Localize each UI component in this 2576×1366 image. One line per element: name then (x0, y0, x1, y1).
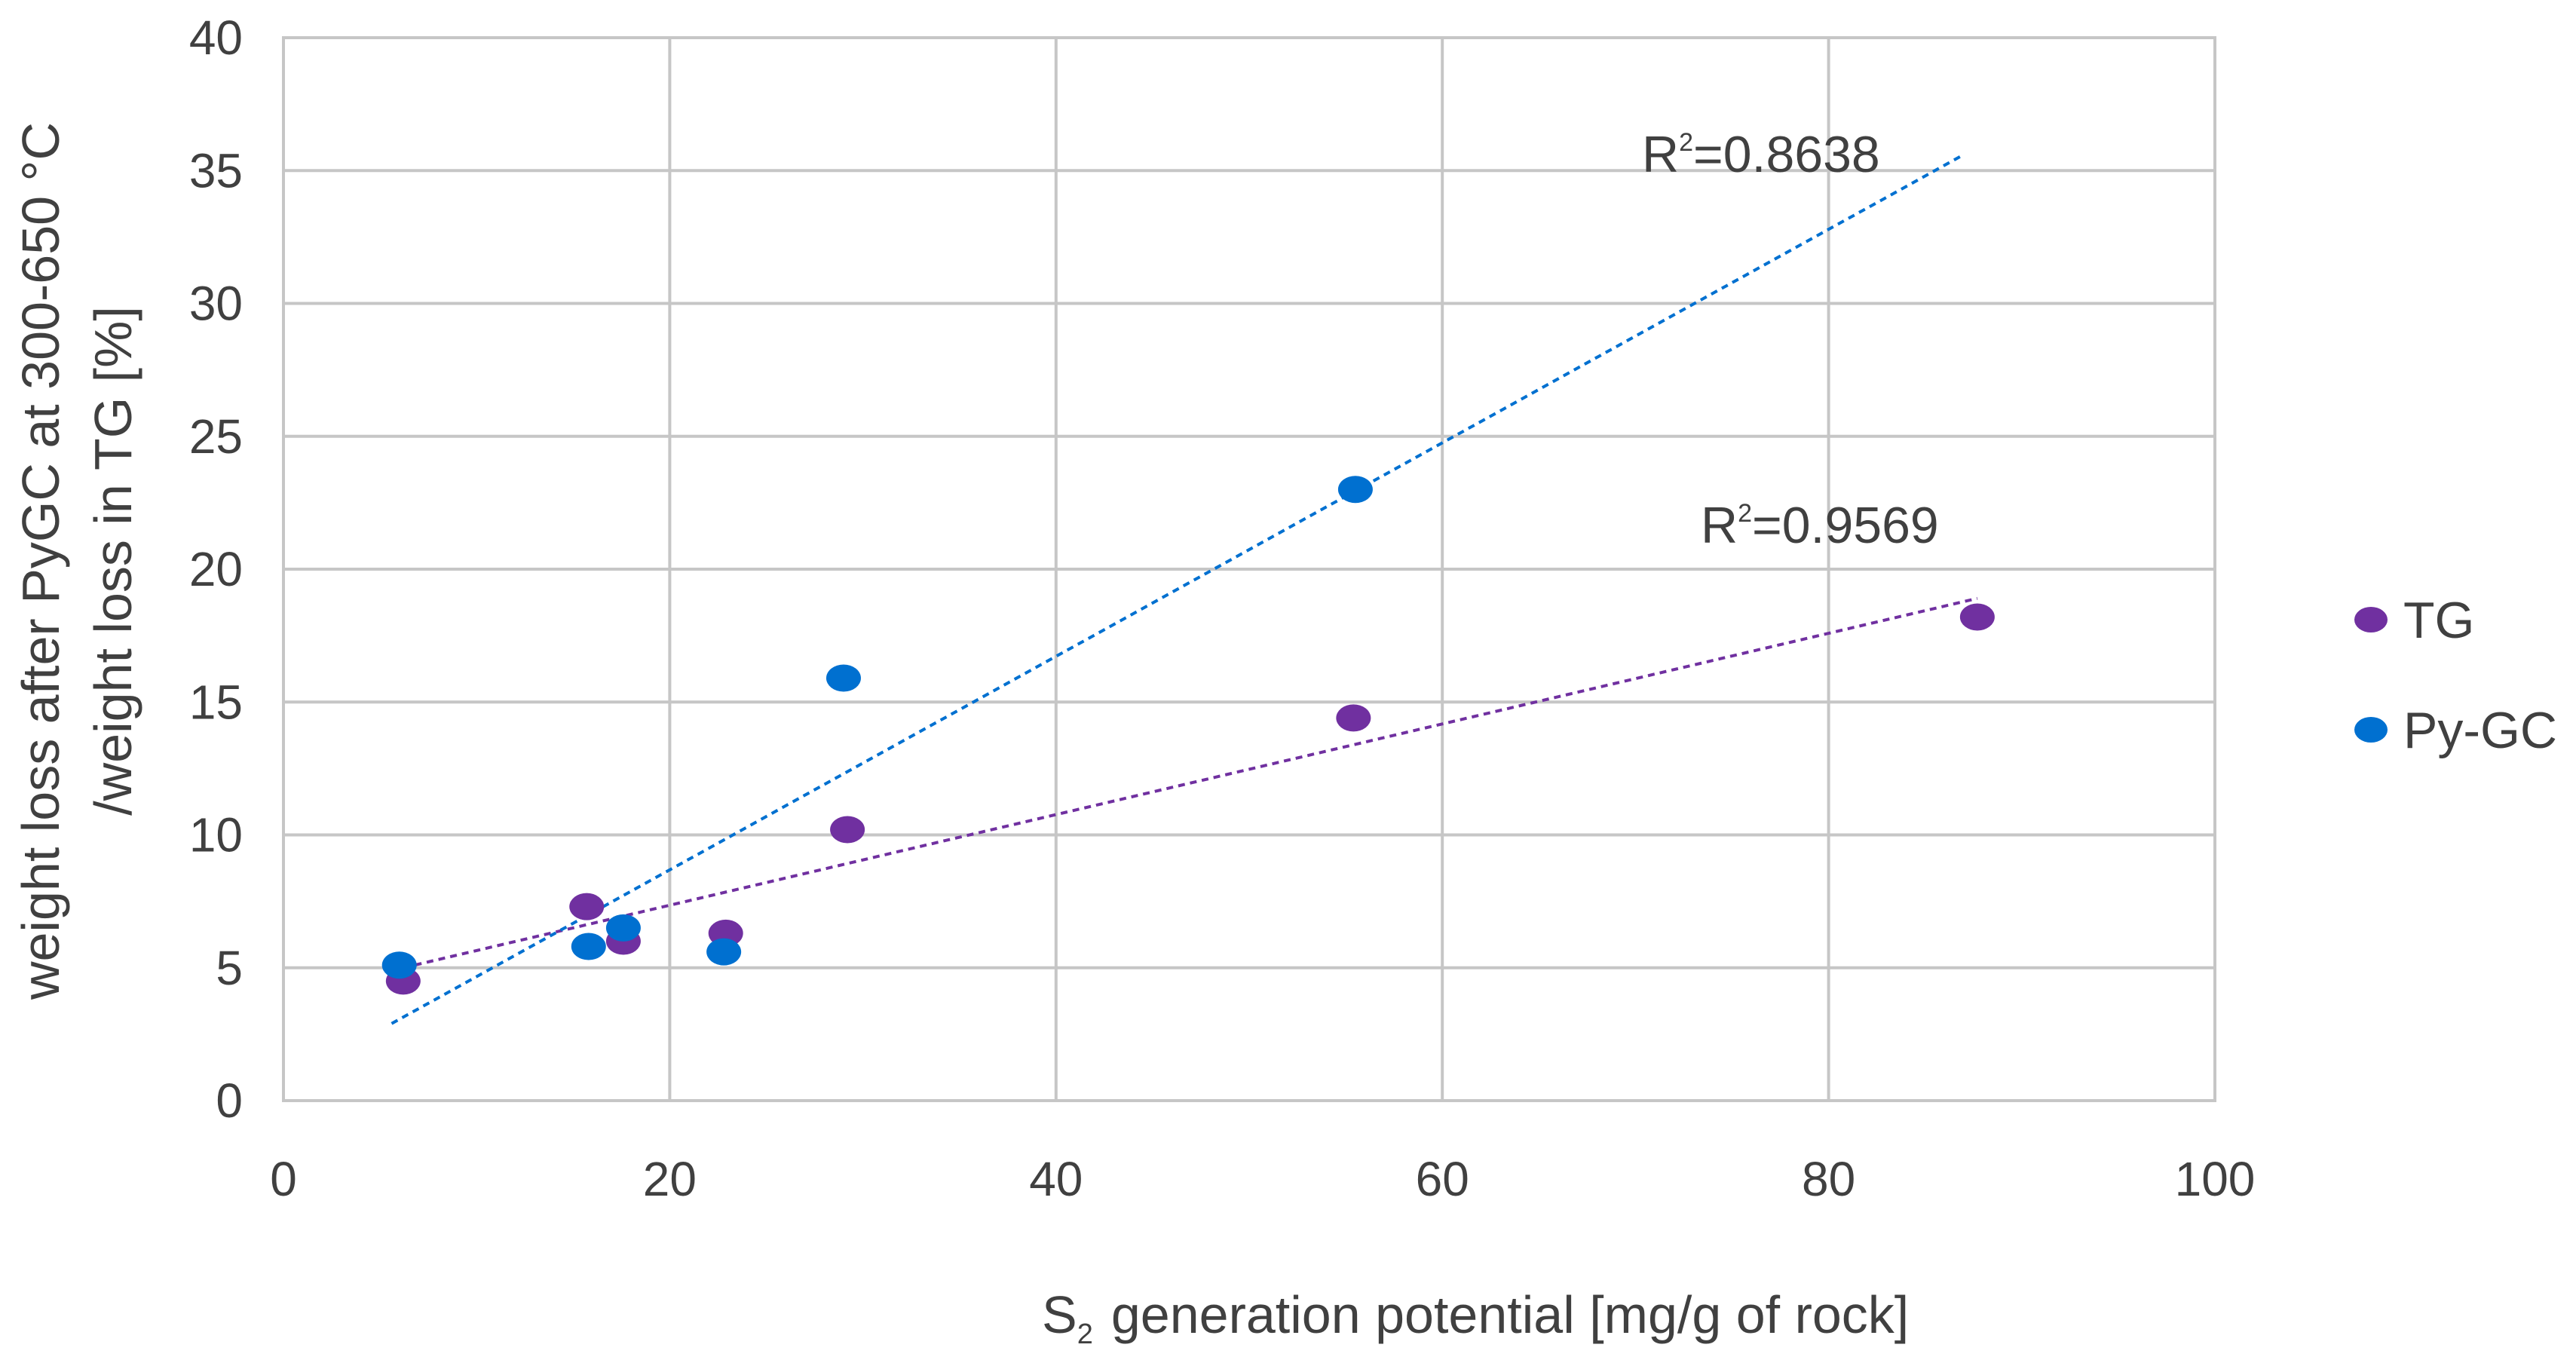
x-tick-label: 20 (643, 1152, 697, 1206)
data-point-py-gc (381, 951, 417, 979)
trendline-tg (403, 596, 1978, 969)
data-point-py-gc (571, 933, 606, 960)
y-tick-label: 35 (189, 143, 243, 198)
plot-area-frame (282, 36, 2216, 1102)
legend: TG Py-GC (2354, 592, 2557, 759)
data-point-py-gc (825, 664, 861, 692)
data-point-py-gc (706, 938, 742, 966)
data-point-py-gc (1337, 476, 1373, 504)
y-tick-label: 30 (189, 277, 243, 331)
data-point-tg (1959, 603, 1995, 631)
r2-label-r: R (1642, 126, 1679, 183)
x-tick-label: 0 (270, 1152, 297, 1206)
data-point-tg (1336, 704, 1371, 732)
r2-value-py-gc: =0.8638 (1693, 126, 1880, 183)
x-axis-title-text: generation potential [mg/g of rock] (1111, 1285, 1909, 1344)
y-tick-label: 0 (216, 1074, 243, 1128)
data-point-py-gc (605, 914, 641, 942)
r2-label-sup: 2 (1738, 499, 1752, 528)
y-axis-title-line-1: weight loss after PyGC at 300-650 °C (11, 122, 70, 1000)
x-tick-label: 80 (1802, 1152, 1855, 1206)
y-tick-label: 25 (189, 409, 243, 464)
x-axis-title-subscript: 2 (1077, 1319, 1093, 1350)
data-point-tg (569, 893, 605, 920)
tick-labels: 0 5 10 15 20 25 30 35 40 0 20 40 60 80 100 (189, 11, 2256, 1206)
legend-marker-tg (2354, 607, 2388, 632)
y-tick-label: 5 (216, 941, 243, 995)
x-tick-label: 60 (1416, 1152, 1469, 1206)
data-point-tg (830, 816, 865, 844)
grid (282, 36, 2216, 1102)
y-tick-label: 20 (189, 542, 243, 596)
trendline-py-gc (391, 153, 1965, 1025)
y-tick-label: 15 (189, 675, 243, 729)
data-points (381, 476, 1995, 995)
r2-label-sup: 2 (1679, 128, 1693, 157)
x-tick-label: 40 (1029, 1152, 1083, 1206)
y-tick-label: 10 (189, 808, 243, 862)
r2-label-py-gc: R2=0.8638 (1642, 126, 1880, 183)
legend-label-tg: TG (2403, 592, 2474, 649)
x-axis-title-prefix: S (1042, 1285, 1077, 1344)
r2-label-tg: R2=0.9569 (1701, 497, 1939, 554)
y-axis-title-line-2: /weight loss in TG [%] (84, 306, 142, 816)
legend-marker-py-gc (2354, 717, 2388, 743)
r2-label-r: R (1701, 497, 1738, 554)
y-tick-label: 40 (189, 11, 243, 65)
x-axis-title: S2 generation potential [mg/g of rock] (1042, 1285, 1909, 1350)
x-tick-label: 100 (2175, 1152, 2256, 1206)
y-axis-title: weight loss after PyGC at 300-650 °C /we… (11, 122, 142, 1000)
r2-value-tg: =0.9569 (1752, 497, 1939, 554)
legend-label-py-gc: Py-GC (2403, 702, 2557, 759)
trendlines (391, 153, 1978, 1025)
